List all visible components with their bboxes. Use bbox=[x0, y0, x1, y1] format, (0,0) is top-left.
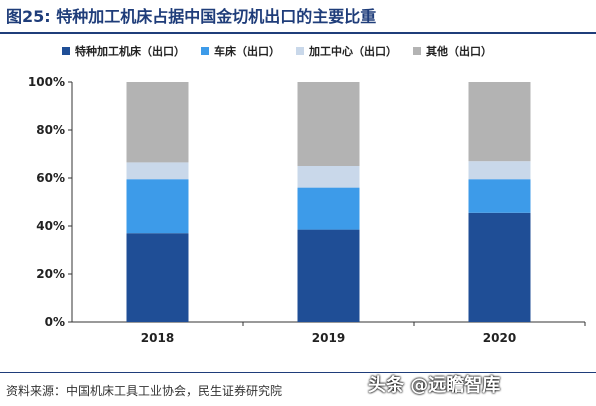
legend-item-machining-center: 加工中心（出口） bbox=[296, 43, 397, 59]
chart-legend: 特种加工机床（出口） 车床（出口） 加工中心（出口） 其他（出口） bbox=[62, 43, 592, 59]
stacked-bar-chart: 0% 20% 40% 60% 80% 100% 2018 2019 2020 bbox=[28, 75, 586, 345]
legend-label: 其他（出口） bbox=[426, 45, 492, 58]
bar-segment bbox=[297, 166, 360, 188]
y-tick-label: 100% bbox=[28, 75, 65, 89]
x-tick-label: 2019 bbox=[312, 331, 345, 345]
legend-label: 车床（出口） bbox=[214, 45, 280, 58]
legend-swatch bbox=[201, 47, 209, 55]
bar-segment bbox=[468, 161, 531, 180]
watermark: 头条 @远瞻智库 bbox=[368, 375, 501, 396]
bar-segment bbox=[126, 162, 189, 180]
legend-label: 特种加工机床（出口） bbox=[75, 45, 185, 58]
plot-area: 0% 20% 40% 60% 80% 100% 2018 2019 2020 bbox=[28, 75, 586, 345]
chart-title: 图25: 特种加工机床占据中国金切机出口的主要比重 bbox=[6, 7, 377, 26]
bar-segment bbox=[297, 229, 360, 322]
legend-label: 加工中心（出口） bbox=[309, 45, 397, 58]
legend-item-special-machining: 特种加工机床（出口） bbox=[62, 43, 185, 59]
y-tick-label: 40% bbox=[36, 219, 65, 233]
bar-segment bbox=[297, 82, 360, 166]
legend-item-lathe: 车床（出口） bbox=[201, 43, 280, 59]
legend-swatch bbox=[62, 47, 70, 55]
x-tick-label: 2020 bbox=[483, 331, 516, 345]
bar-segment bbox=[297, 187, 360, 230]
bar-segment bbox=[468, 179, 531, 213]
bar-segment bbox=[126, 233, 189, 322]
source-note: 资料来源：中国机床工具工业协会，民生证券研究院 bbox=[6, 384, 283, 398]
bar-segment bbox=[468, 212, 531, 322]
bar-segment bbox=[468, 82, 531, 162]
y-tick-label: 60% bbox=[36, 171, 65, 185]
y-tick-label: 20% bbox=[36, 267, 65, 281]
footer-divider bbox=[0, 372, 596, 373]
bar-segment bbox=[126, 179, 189, 234]
x-tick-label: 2018 bbox=[141, 331, 174, 345]
legend-swatch bbox=[296, 47, 304, 55]
legend-swatch bbox=[413, 47, 421, 55]
y-tick-label: 80% bbox=[36, 123, 65, 137]
title-divider bbox=[0, 32, 596, 34]
y-tick-label: 0% bbox=[45, 315, 65, 329]
bar-segment bbox=[126, 82, 189, 163]
legend-item-other: 其他（出口） bbox=[413, 43, 492, 59]
